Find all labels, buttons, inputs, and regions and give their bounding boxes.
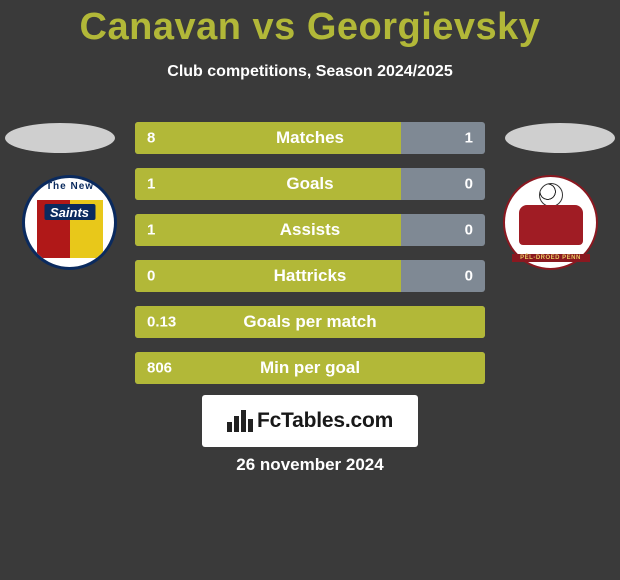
page-title: Canavan vs Georgievsky — [0, 0, 620, 49]
stat-value-right: 0 — [465, 176, 473, 193]
stat-value-left: 0 — [147, 268, 155, 285]
stat-row-goals: 1 Goals 0 — [135, 168, 485, 200]
stats-container: 8 Matches 1 1 Goals 0 1 Assists 0 0 Hatt… — [135, 122, 485, 398]
player-right-silhouette — [505, 123, 615, 153]
stat-value-left: 0.13 — [147, 314, 176, 331]
stat-bar-left — [135, 260, 401, 292]
stat-label: Hattricks — [274, 266, 347, 286]
player-left-silhouette — [5, 123, 115, 153]
stat-value-left: 806 — [147, 360, 172, 377]
stat-label: Goals per match — [243, 312, 376, 332]
fctables-label: FcTables.com — [257, 409, 393, 433]
date-label: 26 november 2024 — [236, 455, 383, 475]
stat-label: Assists — [280, 220, 340, 240]
crest-arc-text: The New — [30, 181, 110, 192]
stat-value-left: 8 — [147, 130, 155, 147]
stat-value-right: 0 — [465, 268, 473, 285]
stat-row-goals-per-match: 0.13 Goals per match — [135, 306, 485, 338]
stat-value-left: 1 — [147, 222, 155, 239]
stat-bar-left — [135, 122, 401, 154]
stat-bar-left — [135, 214, 401, 246]
stat-label: Min per goal — [260, 358, 360, 378]
stat-row-assists: 1 Assists 0 — [135, 214, 485, 246]
club-crest-left: The New Saints — [22, 175, 117, 270]
fctables-logo-icon — [227, 410, 253, 432]
stat-row-matches: 8 Matches 1 — [135, 122, 485, 154]
stat-value-right: 0 — [465, 222, 473, 239]
fctables-attribution: FcTables.com — [202, 395, 418, 447]
stat-bar-left — [135, 168, 401, 200]
crest-ball-icon — [539, 183, 563, 207]
subtitle: Club competitions, Season 2024/2025 — [0, 63, 620, 81]
crest-dragon-icon — [519, 205, 583, 245]
stat-value-left: 1 — [147, 176, 155, 193]
stat-label: Goals — [286, 174, 333, 194]
stat-label: Matches — [276, 128, 344, 148]
stat-row-min-per-goal: 806 Min per goal — [135, 352, 485, 384]
crest-saints-label: Saints — [44, 204, 95, 220]
stat-value-right: 1 — [465, 130, 473, 147]
crest-banner: PÊL-DROED PENN — [512, 254, 590, 262]
club-crest-right: PÊL-DROED PENN — [503, 175, 598, 270]
stat-row-hattricks: 0 Hattricks 0 — [135, 260, 485, 292]
